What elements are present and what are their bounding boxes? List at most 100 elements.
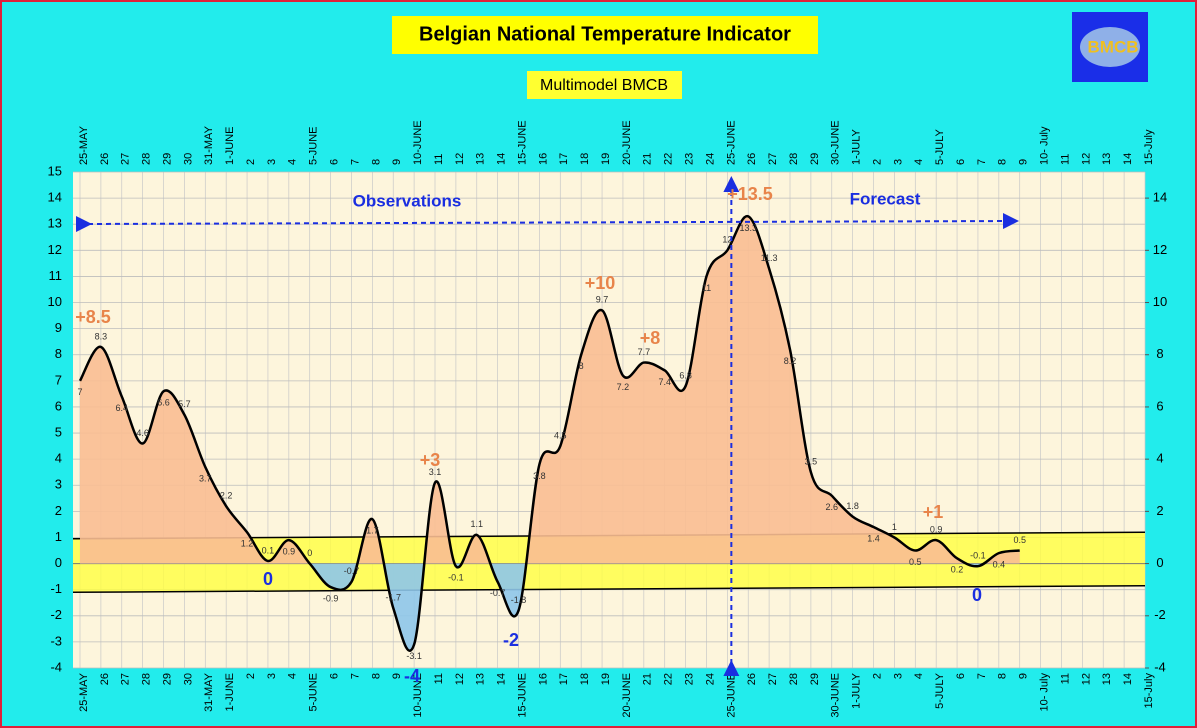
x-tick-label: 6: [328, 673, 340, 679]
x-tick-label-top: 30-JUNE: [830, 120, 842, 165]
annotation: Forecast: [850, 189, 921, 208]
data-label: 0.5: [909, 557, 922, 567]
x-tick-label-top: 27: [767, 153, 779, 165]
data-label: 4.6: [136, 428, 149, 438]
x-tick-label-top: 13: [1101, 153, 1113, 165]
y-tick-label: 5: [55, 424, 62, 439]
data-label: 9.7: [596, 295, 609, 305]
y-tick-label: 12: [48, 242, 62, 257]
annotation: +1: [923, 502, 944, 522]
y2-tick-label: -4: [1154, 659, 1166, 674]
x-tick-label: 7: [349, 673, 361, 679]
x-tick-label-top: 24: [704, 153, 716, 165]
x-tick-label: 9: [1018, 673, 1030, 679]
data-label: 11: [702, 283, 711, 293]
x-tick-label-top: 20-JUNE: [621, 120, 633, 165]
logo-shape: [1080, 27, 1140, 67]
x-tick-label: 26: [746, 673, 758, 685]
x-tick-label-top: 4: [913, 159, 925, 165]
x-tick-label-top: 27: [120, 153, 132, 165]
data-label: 13.3: [739, 223, 757, 233]
x-tick-label: 17: [558, 673, 570, 685]
y-tick-label: 0: [55, 555, 62, 570]
x-tick-label: 4: [287, 673, 299, 679]
data-label: 7.4: [658, 377, 671, 387]
x-tick-label: 14: [1122, 673, 1134, 685]
x-tick-label: 29: [161, 673, 173, 685]
data-label: 6.4: [116, 403, 129, 413]
data-label: 1.1: [471, 519, 484, 529]
annotation: 0: [972, 585, 982, 605]
data-label: 8.2: [784, 356, 797, 366]
x-tick-label-top: 10- July: [1038, 126, 1050, 165]
data-label: 1.7: [366, 526, 379, 536]
x-tick-label: 12: [454, 673, 466, 685]
annotation: +10: [585, 273, 616, 293]
data-label: 1.4: [867, 533, 880, 543]
x-tick-label-top: 5-JULY: [934, 128, 946, 165]
plot: -4-3-2-10123456789101112131415-4-2024681…: [48, 120, 1168, 717]
x-tick-label: 3: [892, 673, 904, 679]
subtitle-box: [527, 71, 682, 99]
x-tick-label: 15-JUNE: [516, 673, 528, 718]
line: [78, 215, 1020, 652]
y-tick-label: -1: [50, 581, 62, 596]
x-tick-label-top: 8: [997, 159, 1009, 165]
x-tick-label-top: 15-July: [1143, 129, 1155, 165]
data-label: -0.1: [970, 551, 986, 561]
x-tick-label-top: 14: [1122, 153, 1134, 165]
x-tick-label: 19: [600, 673, 612, 685]
x-tick-label: 2: [871, 673, 883, 679]
x-tick-label-top: 14: [496, 153, 508, 165]
data-label: 7.2: [617, 382, 630, 392]
y2-tick-label: 2: [1156, 503, 1163, 518]
data-label: 8: [579, 361, 584, 371]
x-tick-label: 16: [537, 673, 549, 685]
data-label: 2.2: [220, 491, 233, 501]
data-label: -0.1: [448, 573, 464, 583]
x-tick-label: 15-July: [1143, 673, 1155, 709]
x-tick-label: 24: [704, 673, 716, 685]
x-tick-label-top: 2: [871, 159, 883, 165]
y2-tick-label: 6: [1156, 398, 1163, 413]
y2-tick-label: 8: [1156, 346, 1163, 361]
x-tick-label-top: 8: [370, 159, 382, 165]
x-tick-label-top: 12: [454, 153, 466, 165]
data-label: 0.1: [262, 545, 275, 555]
x-tick-label-top: 22: [663, 153, 675, 165]
chart-title: Belgian National Temperature Indicator: [419, 23, 791, 45]
x-tick-label: 26: [99, 673, 111, 685]
y-tick-label: 1: [55, 529, 62, 544]
x-tick-label: 13: [475, 673, 487, 685]
x-tick-label-top: 18: [579, 153, 591, 165]
annotation: -2: [503, 630, 519, 650]
data-label: 4.5: [554, 430, 567, 440]
data-label: -1.7: [385, 592, 401, 602]
y2-tick-label: -2: [1154, 607, 1166, 622]
x-tick-label: 11: [1059, 673, 1071, 684]
y-tick-label: 9: [55, 320, 62, 335]
data-label: -3.1: [406, 651, 422, 661]
x-tick-label-top: 21: [642, 153, 654, 165]
y2-tick-label: 12: [1153, 242, 1167, 257]
title-box: [392, 16, 818, 54]
y-tick-label: 14: [48, 190, 62, 205]
x-tick-label: 11: [433, 673, 445, 684]
data-label: 2.6: [826, 502, 839, 512]
y-tick-label: 4: [55, 451, 62, 466]
data-label: 3.8: [533, 471, 546, 481]
x-tick-label: 7: [976, 673, 988, 679]
x-tick-label: 10-JUNE: [412, 673, 424, 718]
x-tick-label: 20-JUNE: [621, 673, 633, 718]
x-tick-label-top: 9: [391, 159, 403, 165]
x-tick-label-top: 16: [537, 153, 549, 165]
x-tick-label: 18: [579, 673, 591, 685]
x-tick-label-top: 6: [328, 159, 340, 165]
y-tick-label: 6: [55, 398, 62, 413]
x-tick-label-top: 26: [746, 153, 758, 165]
x-tick-label-top: 10-JUNE: [412, 120, 424, 165]
annotation: +8.5: [75, 307, 111, 327]
x-tick-label: 22: [663, 673, 675, 685]
x-tick-label: 1-JUNE: [224, 673, 236, 712]
